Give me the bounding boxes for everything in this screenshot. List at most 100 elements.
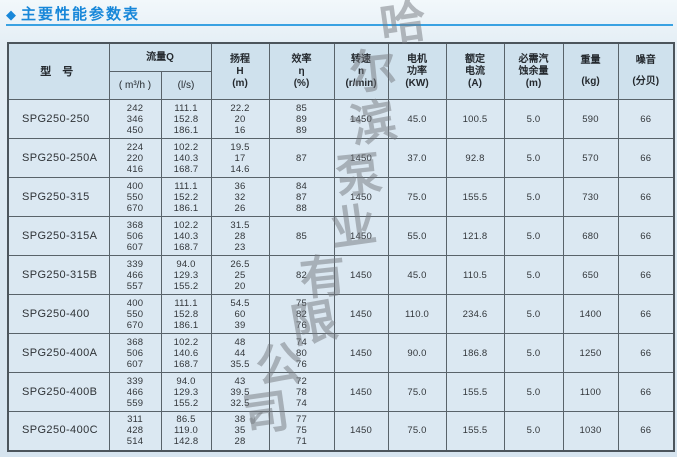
cell-model: SPG250-400A xyxy=(7,333,110,373)
cell-model: SPG250-400B xyxy=(7,372,110,412)
cell-npsh: 5.0 xyxy=(503,411,564,451)
cell-ls: 94.0 129.3 155.2 xyxy=(160,372,212,412)
cell-ls: 102.2 140.3 168.7 xyxy=(160,216,212,256)
cell-m3h: 400 550 670 xyxy=(108,177,162,217)
table-row: SPG250-315 400 550 670 111.1 152.2 186.1 36 32 26… xyxy=(7,177,675,217)
cell-value-line: 168.7 xyxy=(173,358,199,370)
header-rated-current: 额定 电流 (A) xyxy=(445,42,505,100)
table-row: SPG250-315B 339 466 557 94.0 129.3 155.2 26.5 25… xyxy=(7,255,675,295)
cell-speed: 1450 xyxy=(333,255,389,295)
cell-value-line: 129.3 xyxy=(173,386,199,398)
cell-value-line: 339 xyxy=(126,375,144,387)
table-body: SPG250-250 242 346 450 111.1 152.8 186.1 22.2 20… xyxy=(7,99,675,451)
cell-npsh: 5.0 xyxy=(503,216,564,256)
cell-m3h: 339 466 559 xyxy=(108,372,162,412)
cell-value-line: 242 xyxy=(126,102,144,114)
cell-value-line: 557 xyxy=(126,280,144,292)
cell-eff: 85 89 89 xyxy=(268,99,335,139)
cell-value-line: 87 xyxy=(296,152,307,164)
cell-value-line: 32.5 xyxy=(230,397,250,409)
cell-model: SPG250-315B xyxy=(7,255,110,295)
cell-npsh: 5.0 xyxy=(503,177,564,217)
header-flow-group: 流量Q xyxy=(108,42,212,72)
cell-value-line: 85 xyxy=(296,102,307,114)
cell-value-line: 550 xyxy=(126,308,144,320)
cell-value-line: 129.3 xyxy=(173,269,199,281)
cell-head: 26.5 25 20 xyxy=(210,255,270,295)
cell-npsh: 5.0 xyxy=(503,333,564,373)
cell-power: 55.0 xyxy=(387,216,447,256)
cell-noise: 66 xyxy=(617,99,675,139)
header-head: 扬程 H (m) xyxy=(210,42,270,100)
cell-noise: 66 xyxy=(617,372,675,412)
cell-value-line: 368 xyxy=(126,219,144,231)
cell-current: 121.8 xyxy=(445,216,505,256)
diamond-bullet-icon: ◆ xyxy=(6,7,18,22)
cell-model: SPG250-250A xyxy=(7,138,110,178)
cell-value-line: 84 xyxy=(296,180,307,192)
cell-m3h: 242 346 450 xyxy=(108,99,162,139)
cell-value-line: 142.8 xyxy=(173,436,199,448)
cell-value-line: 400 xyxy=(126,297,144,309)
cell-head: 36 32 26 xyxy=(210,177,270,217)
cell-weight: 570 xyxy=(562,138,619,178)
cell-weight: 590 xyxy=(562,99,619,139)
cell-value-line: 140.3 xyxy=(173,230,199,242)
cell-noise: 66 xyxy=(617,216,675,256)
header-weight: 重量 (kg) xyxy=(562,42,619,100)
cell-value-line: 76 xyxy=(296,319,307,331)
cell-value-line: 186.1 xyxy=(173,202,199,214)
cell-value-line: 85 xyxy=(296,230,307,242)
cell-value-line: 60 xyxy=(234,308,246,320)
cell-power: 45.0 xyxy=(387,255,447,295)
section-title-bar: ◆ 主要性能参数表 xyxy=(6,3,673,23)
cell-eff: 72 78 74 xyxy=(268,372,335,412)
cell-value-line: 54.5 xyxy=(230,297,250,309)
cell-value-line: 75 xyxy=(296,425,307,437)
cell-value-line: 102.2 xyxy=(173,141,199,153)
cell-m3h: 368 506 607 xyxy=(108,333,162,373)
table-row: SPG250-250A 224 220 416 102.2 140.3 168.7 19.5 1… xyxy=(7,138,675,178)
cell-current: 234.6 xyxy=(445,294,505,334)
cell-value-line: 89 xyxy=(296,124,307,136)
cell-ls: 111.1 152.8 186.1 xyxy=(160,294,212,334)
cell-value-line: 87 xyxy=(296,191,307,203)
cell-eff: 85 xyxy=(268,216,335,256)
cell-head: 31.5 28 23 xyxy=(210,216,270,256)
cell-value-line: 74 xyxy=(296,397,307,409)
cell-value-line: 35 xyxy=(234,425,246,437)
cell-value-line: 19.5 xyxy=(230,141,250,153)
cell-value-line: 16 xyxy=(234,124,246,136)
cell-eff: 75 82 76 xyxy=(268,294,335,334)
cell-value-line: 224 xyxy=(126,141,144,153)
cell-value-line: 35.5 xyxy=(230,358,250,370)
cell-head: 38 35 28 xyxy=(210,411,270,451)
cell-noise: 66 xyxy=(617,255,675,295)
cell-weight: 650 xyxy=(562,255,619,295)
cell-head: 48 44 35.5 xyxy=(210,333,270,373)
table-row: SPG250-250 242 346 450 111.1 152.8 186.1 22.2 20… xyxy=(7,99,675,139)
cell-value-line: 607 xyxy=(126,241,144,253)
cell-ls: 111.1 152.8 186.1 xyxy=(160,99,212,139)
cell-value-line: 514 xyxy=(126,436,144,448)
cell-value-line: 140.6 xyxy=(173,347,199,359)
cell-power: 75.0 xyxy=(387,177,447,217)
cell-value-line: 48 xyxy=(234,336,246,348)
cell-noise: 66 xyxy=(617,294,675,334)
cell-value-line: 43 xyxy=(234,375,246,387)
cell-value-line: 168.7 xyxy=(173,241,199,253)
cell-value-line: 76 xyxy=(296,358,307,370)
cell-current: 92.8 xyxy=(445,138,505,178)
cell-value-line: 559 xyxy=(126,397,144,409)
cell-value-line: 220 xyxy=(126,152,144,164)
cell-value-line: 111.1 xyxy=(174,180,198,192)
cell-value-line: 82 xyxy=(296,308,307,320)
cell-value-line: 77 xyxy=(296,414,307,426)
cell-value-line: 506 xyxy=(126,347,144,359)
section-title: ◆ 主要性能参数表 xyxy=(6,6,140,23)
cell-value-line: 607 xyxy=(126,358,144,370)
cell-value-line: 22.2 xyxy=(230,102,250,114)
cell-power: 90.0 xyxy=(387,333,447,373)
cell-current: 186.8 xyxy=(445,333,505,373)
cell-value-line: 44 xyxy=(234,347,246,359)
